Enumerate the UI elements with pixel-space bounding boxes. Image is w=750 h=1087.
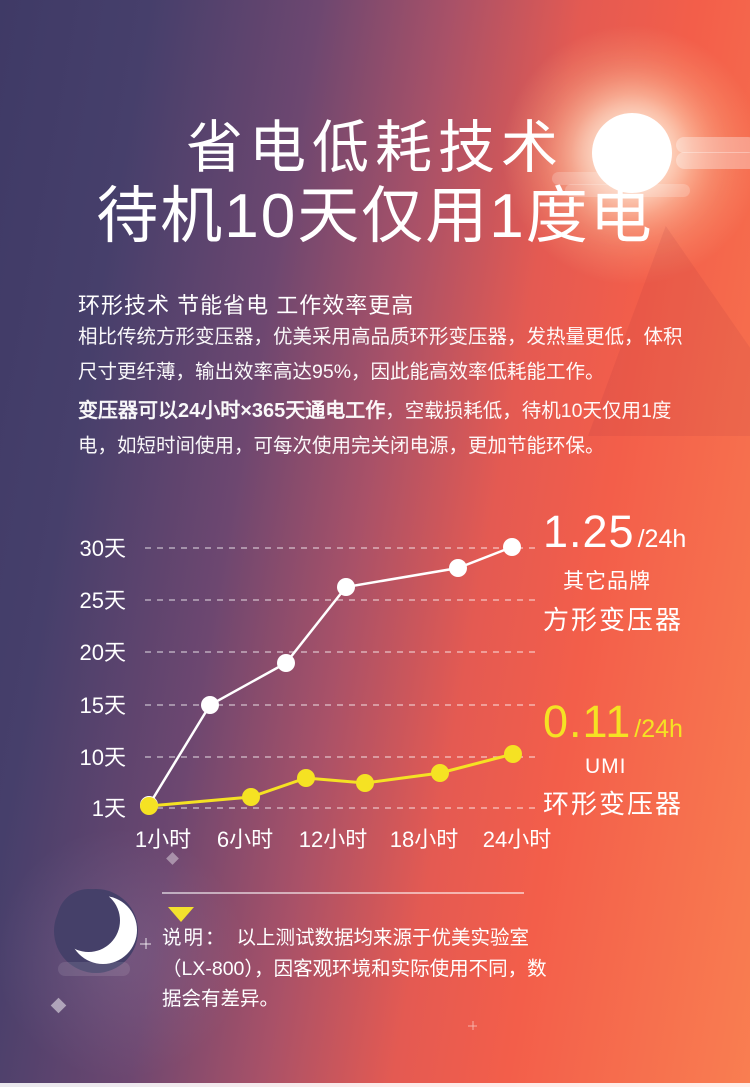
triangle-down-icon — [168, 907, 194, 922]
intro-paragraph-2: 变压器可以24小时×365天通电工作，空载损耗低，待机10天仅用1度电，如短时间… — [78, 394, 684, 464]
annotation-value: 1.25 — [543, 506, 635, 557]
series-line-other-brand — [147, 545, 513, 806]
data-point-umi — [504, 745, 522, 763]
data-point-umi — [431, 764, 449, 782]
cloud-icon — [676, 152, 750, 169]
series-annotation-other-brand: 1.25 /24h 其它品牌 方形变压器 — [543, 506, 686, 637]
y-axis-tick-label: 1天 — [92, 796, 126, 821]
x-axis-tick-label: 24小时 — [483, 827, 551, 852]
data-point-other-brand — [449, 559, 467, 577]
title-line-1: 省电低耗技术 — [186, 116, 564, 180]
data-point-umi — [140, 797, 158, 815]
data-point-umi — [242, 788, 260, 806]
sparkle-icon — [468, 1021, 477, 1030]
annotation-value: 0.11 — [543, 696, 632, 747]
data-point-other-brand — [337, 578, 355, 596]
data-point-umi — [356, 774, 374, 792]
annotation-value-row: 0.11 /24h — [543, 696, 683, 748]
data-point-other-brand — [503, 538, 521, 556]
intro-paragraph-1: 相比传统方形变压器，优美采用高品质环形变压器，发热量更低，体积尺寸更纤薄，输出效… — [78, 326, 683, 383]
y-axis-tick-label: 15天 — [80, 693, 126, 718]
section-heading: 环形技术 节能省电 工作效率更高 — [78, 293, 415, 318]
cloud-icon — [565, 184, 690, 197]
annotation-product: 方形变压器 — [543, 605, 684, 635]
data-point-other-brand — [277, 654, 295, 672]
note-text: 说明：以上测试数据均来源于优美实验室（LX-800），因客观环境和实际使用不同，… — [162, 923, 564, 1015]
page-title: 省电低耗技术 待机10天仅用1度电 — [0, 120, 750, 248]
sun-icon — [592, 113, 672, 193]
annotation-value-row: 1.25 /24h — [543, 506, 686, 558]
data-point-other-brand — [201, 696, 219, 714]
x-axis-tick-label: 6小时 — [217, 827, 273, 852]
cloud-icon — [676, 137, 750, 153]
line-chart: 30天 25天 20天 15天 10天 1天 1小时 6小时 12小时 18小时 24小时 — [80, 536, 552, 852]
y-axis-tick-label: 25天 — [80, 588, 126, 613]
bottom-edge-strip — [0, 1083, 750, 1087]
title-line-2: 待机10天仅用1度电 — [96, 182, 654, 251]
intro-paragraph-2-bold: 变压器可以24小时×365天通电工作 — [78, 400, 386, 422]
annotation-unit: /24h — [637, 525, 687, 553]
annotation-unit: /24h — [634, 715, 683, 743]
annotation-brand: 其它品牌 — [563, 570, 651, 593]
y-axis-tick-label: 20天 — [80, 640, 126, 665]
annotation-brand: UMI — [585, 755, 627, 778]
series-annotation-umi: 0.11 /24h UMI 环形变压器 — [543, 696, 683, 821]
note-label: 说明： — [162, 927, 227, 949]
y-axis-tick-label: 30天 — [80, 536, 126, 561]
x-axis-tick-label: 18小时 — [390, 827, 458, 852]
crescent-moon-icon — [54, 889, 138, 973]
y-axis-tick-label: 10天 — [80, 745, 126, 770]
data-point-umi — [297, 769, 315, 787]
sparkle-icon — [140, 938, 151, 949]
x-axis-tick-label: 1小时 — [135, 827, 191, 852]
cloud-icon — [58, 962, 130, 976]
note-divider — [162, 892, 524, 894]
cloud-icon — [552, 172, 642, 185]
x-axis-tick-label: 12小时 — [299, 827, 367, 852]
intro-paragraph-2-rest: ，空载损耗低，待机10天仅用1度电，如短时间使用，可每次使用完关闭电源，更加节能… — [78, 400, 672, 457]
note-body: 以上测试数据均来源于优美实验室（LX-800），因客观环境和实际使用不同，数据会… — [162, 927, 547, 1010]
series-line-umi — [148, 752, 514, 808]
annotation-product: 环形变压器 — [543, 789, 684, 819]
